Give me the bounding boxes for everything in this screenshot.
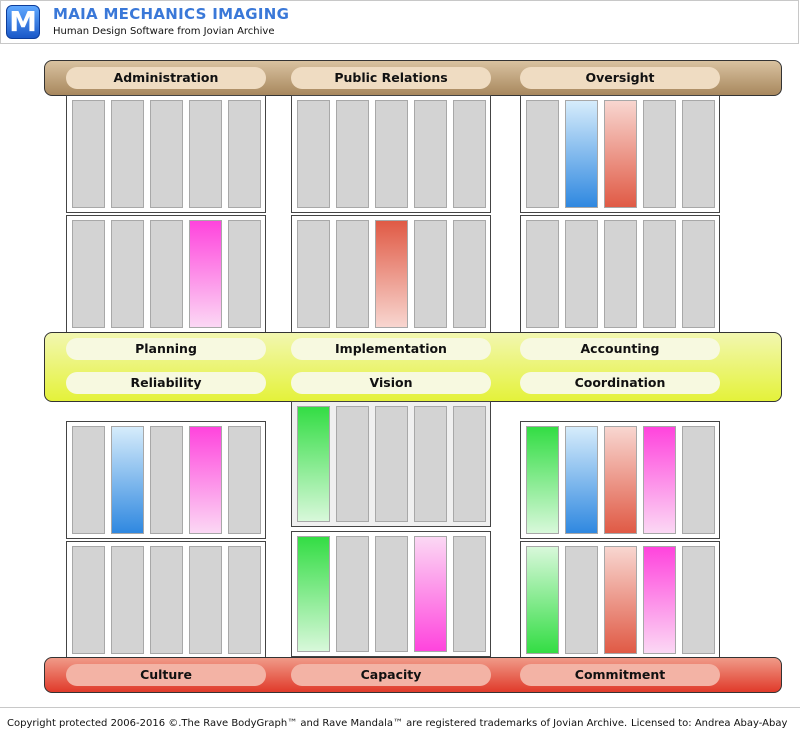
status-footer: Copyright protected 2006-2016 ©.The Rave… <box>0 707 800 739</box>
gate-lane-empty <box>453 220 486 328</box>
gate-lane-magenta <box>189 426 222 534</box>
gate-lane-empty <box>336 536 369 652</box>
app-header: M MAIA MECHANICS IMAGING Human Design So… <box>0 0 799 44</box>
copyright-notice: Copyright protected 2006-2016 ©.The Rave… <box>7 718 628 729</box>
gate-lane-empty <box>565 546 598 654</box>
gate-lane-blue <box>111 426 144 534</box>
block-culture-lower <box>66 541 266 659</box>
label-administration: Administration <box>66 67 266 89</box>
gate-lane-empty <box>228 546 261 654</box>
gate-lane-blue <box>565 100 598 208</box>
gate-lane-magenta <box>643 546 676 654</box>
label-vision: Vision <box>291 372 491 394</box>
gate-lane-empty <box>414 406 447 522</box>
label-implementation: Implementation <box>291 338 491 360</box>
gate-lane-empty <box>526 220 559 328</box>
gate-lane-empty <box>682 220 715 328</box>
label-accounting: Accounting <box>520 338 720 360</box>
gate-lane-green <box>297 406 330 522</box>
gate-lane-magenta <box>189 220 222 328</box>
gate-lane-red <box>604 426 637 534</box>
gate-lane-green <box>526 426 559 534</box>
block-public-relations-lower <box>291 215 491 333</box>
block-culture-upper <box>66 421 266 539</box>
label-oversight: Oversight <box>520 67 720 89</box>
gate-lane-empty <box>453 536 486 652</box>
block-commitment-upper <box>520 421 720 539</box>
gate-lane-empty <box>189 100 222 208</box>
label-coordination: Coordination <box>520 372 720 394</box>
maia-logo-icon: M <box>6 5 40 39</box>
gate-lane-empty <box>72 220 105 328</box>
gate-lane-empty <box>150 426 183 534</box>
gate-lane-blue <box>565 426 598 534</box>
gate-lane-empty <box>72 546 105 654</box>
gate-lane-empty <box>297 220 330 328</box>
gate-lane-empty <box>375 406 408 522</box>
label-public-relations: Public Relations <box>291 67 491 89</box>
block-oversight-upper <box>520 95 720 213</box>
gate-lane-empty <box>453 406 486 522</box>
gate-lane-empty <box>189 546 222 654</box>
gate-lane-empty <box>336 406 369 522</box>
gate-lane-empty <box>375 536 408 652</box>
gate-lane-empty <box>682 100 715 208</box>
gate-lane-empty <box>414 100 447 208</box>
gate-lane-empty <box>72 100 105 208</box>
gate-lane-empty <box>526 100 559 208</box>
block-administration-upper <box>66 95 266 213</box>
gate-lane-empty <box>111 546 144 654</box>
block-oversight-lower <box>520 215 720 333</box>
app-title: MAIA MECHANICS IMAGING <box>53 5 290 23</box>
license-info: Licensed to: Andrea Abay-Abay <box>631 718 788 729</box>
gate-lane-empty <box>414 220 447 328</box>
gate-lane-red <box>375 220 408 328</box>
label-culture: Culture <box>66 664 266 686</box>
block-public-relations-upper <box>291 95 491 213</box>
gate-lane-empty <box>150 100 183 208</box>
label-commitment: Commitment <box>520 664 720 686</box>
gate-lane-empty <box>682 426 715 534</box>
gate-lane-green <box>297 536 330 652</box>
gate-lane-empty <box>228 426 261 534</box>
gate-lane-empty <box>336 220 369 328</box>
gate-lane-empty <box>375 100 408 208</box>
gate-lane-empty <box>228 220 261 328</box>
gate-lane-empty <box>643 100 676 208</box>
gate-lane-magenta <box>643 426 676 534</box>
gate-lane-empty <box>150 220 183 328</box>
gate-lane-empty <box>111 220 144 328</box>
gate-lane-magenta <box>414 536 447 652</box>
gate-lane-red <box>604 100 637 208</box>
gate-lane-empty <box>565 220 598 328</box>
gate-lane-empty <box>111 100 144 208</box>
app-subtitle: Human Design Software from Jovian Archiv… <box>53 26 275 37</box>
label-capacity: Capacity <box>291 664 491 686</box>
label-reliability: Reliability <box>66 372 266 394</box>
gate-lane-empty <box>150 546 183 654</box>
gate-lane-empty <box>297 100 330 208</box>
gate-lane-empty <box>643 220 676 328</box>
gate-lane-empty <box>453 100 486 208</box>
label-planning: Planning <box>66 338 266 360</box>
block-administration-lower <box>66 215 266 333</box>
block-capacity-upper <box>291 401 491 527</box>
gate-lane-empty <box>604 220 637 328</box>
gate-lane-green <box>526 546 559 654</box>
gate-lane-empty <box>336 100 369 208</box>
gate-lane-empty <box>682 546 715 654</box>
block-capacity-lower <box>291 531 491 657</box>
gate-lane-empty <box>72 426 105 534</box>
gate-lane-red <box>604 546 637 654</box>
gate-lane-empty <box>228 100 261 208</box>
block-commitment-lower <box>520 541 720 659</box>
